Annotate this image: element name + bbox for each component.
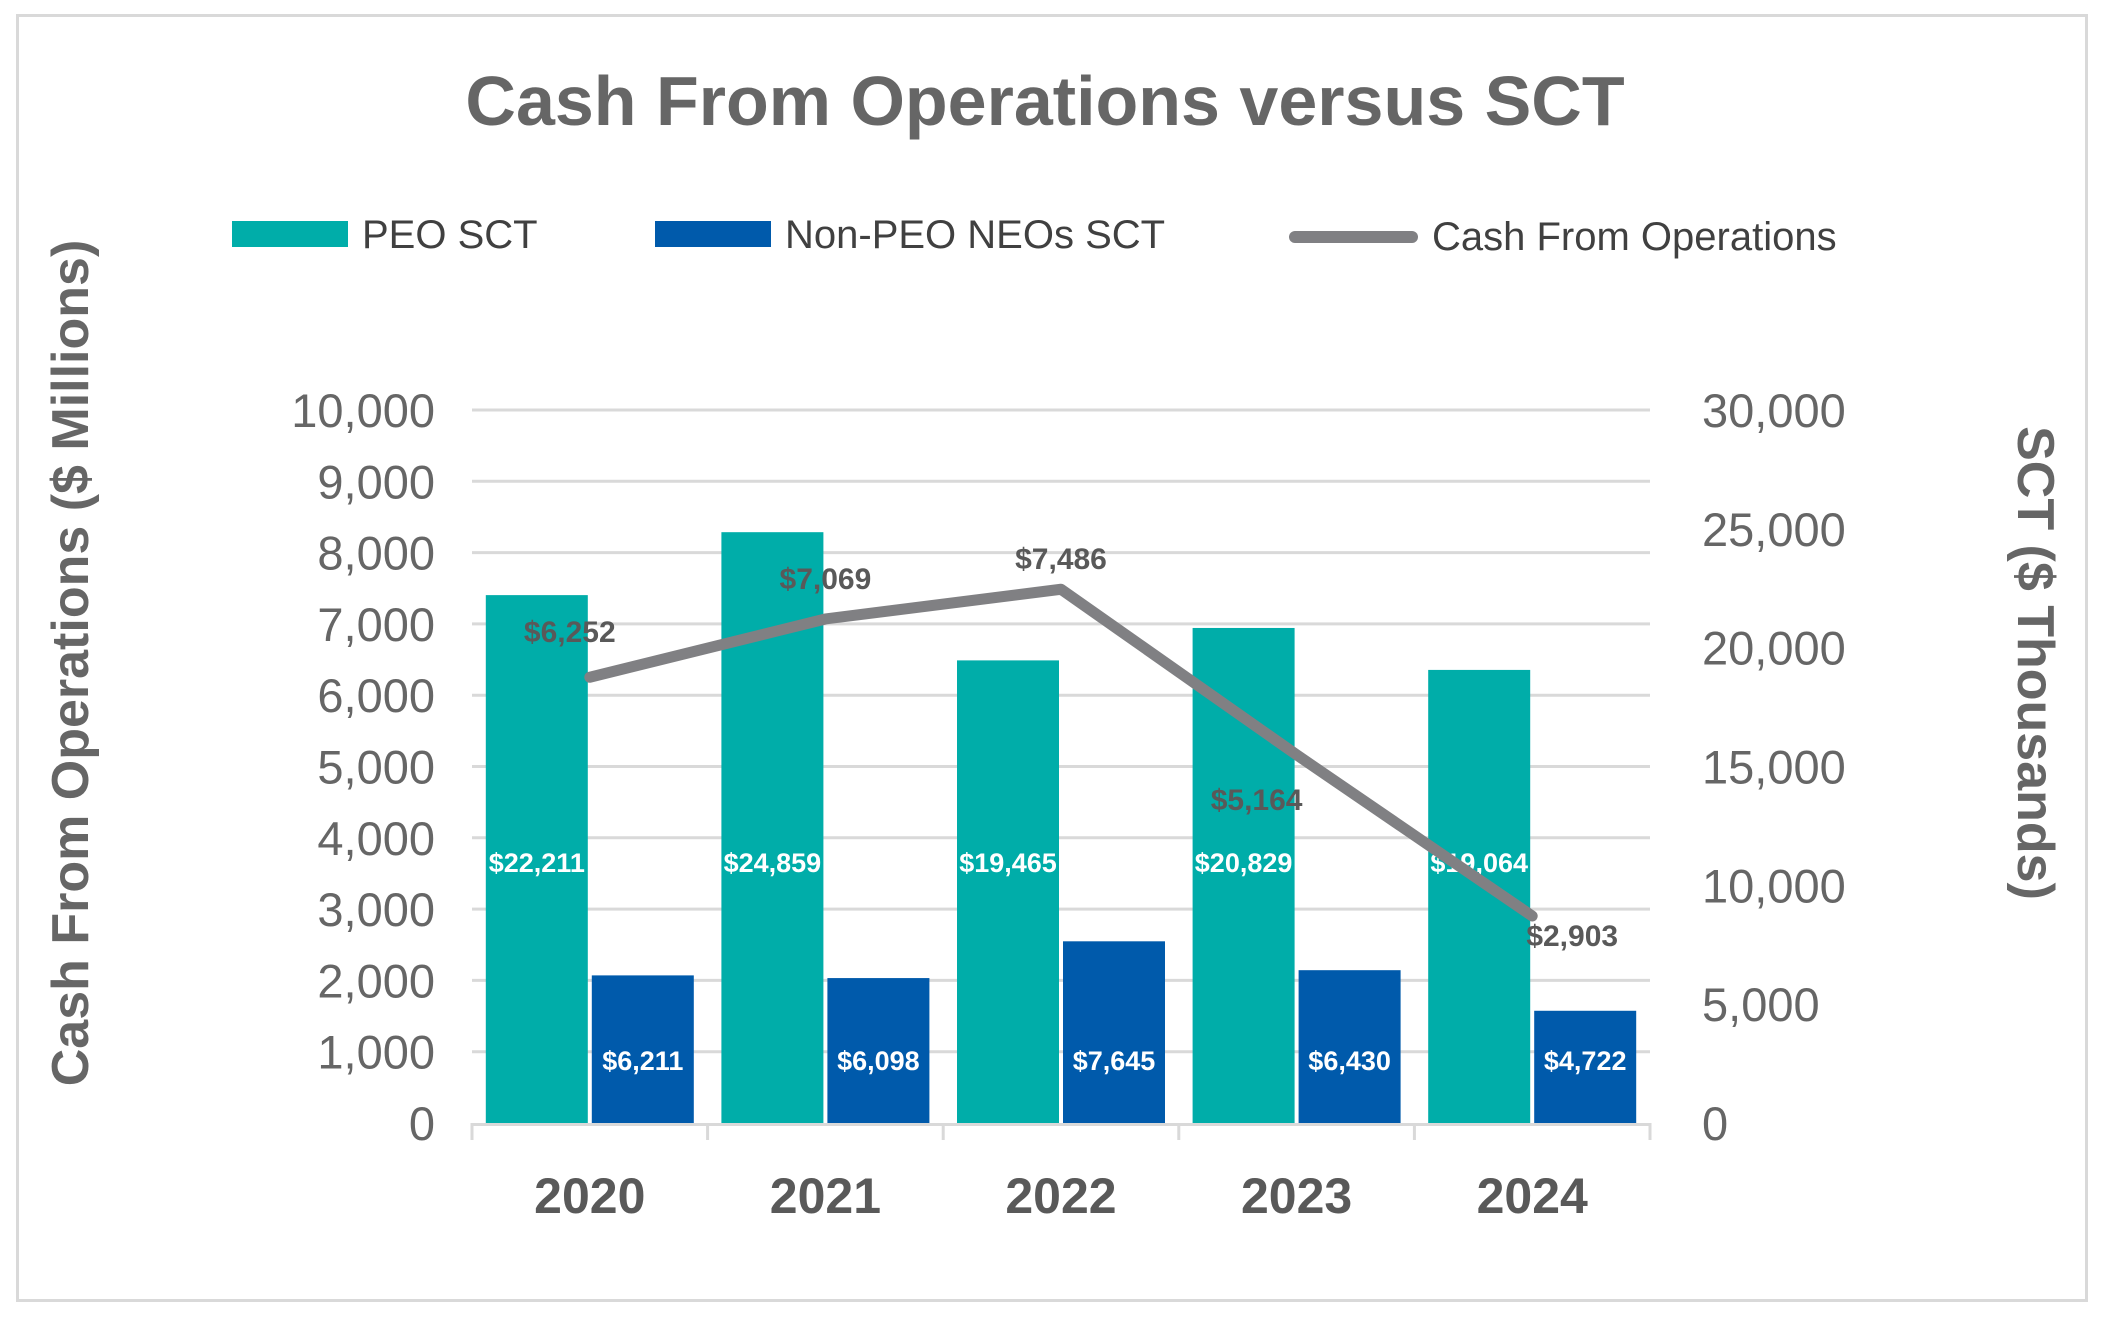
bar-label-peo-sct: $20,829 [1195,848,1293,878]
bar-peo-sct [957,660,1059,1123]
line-label-cash-from-operations: $7,069 [780,563,872,596]
y-tick-label: 7,000 [317,598,435,651]
y-tick-label: 6,000 [317,669,435,722]
bar-label-non-peo-sct: $6,211 [602,1046,683,1076]
legend-label-peo-sct: PEO SCT [362,213,538,257]
bar-label-non-peo-sct: $7,645 [1073,1046,1156,1076]
bar-label-non-peo-sct: $6,098 [837,1046,920,1076]
x-tick-label: 2022 [1005,1168,1116,1224]
bar-non-peo-sct [827,978,930,1123]
line-cash-from-operations [584,583,1538,922]
bar-non-peo-sct [1063,941,1165,1123]
legend-label-non-peo-sct: Non-PEO NEOs SCT [785,213,1165,257]
y2-tick-label: 10,000 [1702,859,1846,912]
bar-non-peo-sct [1298,970,1401,1123]
y-axis-title: Cash From Operations ($ Millions) [42,240,100,1087]
legend-swatch-non-peo-sct [655,221,771,247]
y2-tick-label: 0 [1702,1097,1728,1150]
bar-label-non-peo-sct: $6,430 [1308,1046,1391,1076]
x-tick-label: 2021 [770,1168,881,1224]
bar-label-non-peo-sct: $4,722 [1544,1046,1627,1076]
bar-label-peo-sct: $24,859 [724,848,822,878]
x-tick-label: 2020 [534,1168,645,1224]
y-tick-label: 4,000 [317,812,435,865]
bar-non-peo-sct [1534,1010,1637,1123]
line-label-cash-from-operations: $5,164 [1211,784,1303,817]
y2-tick-label: 30,000 [1702,384,1846,437]
y-tick-label: 5,000 [317,741,435,794]
y2-tick-label: 20,000 [1702,622,1846,675]
bar-label-peo-sct: $19,465 [959,848,1057,878]
bar-label-peo-sct: $22,211 [489,848,585,878]
line-label-cash-from-operations: $2,903 [1526,920,1618,953]
line-label-cash-from-operations: $6,252 [524,616,616,649]
chart-title: Cash From Operations versus SCT [465,62,1624,140]
legend-swatch-peo-sct [232,221,348,247]
y-tick-label: 1,000 [317,1026,435,1079]
bar-peo-sct [1192,627,1295,1123]
y2-tick-label: 5,000 [1702,978,1820,1031]
bar-peo-sct [485,595,588,1123]
y-tick-label: 9,000 [317,455,435,508]
x-tick-label: 2024 [1477,1168,1588,1224]
y-tick-label: 0 [409,1097,435,1150]
legend-label-cash-from-operations: Cash From Operations [1432,215,1837,259]
bar-non-peo-sct [591,975,694,1123]
y-tick-label: 8,000 [317,527,435,580]
line-label-cash-from-operations: $7,486 [1015,543,1107,576]
y2-tick-label: 25,000 [1702,503,1846,556]
y-tick-label: 10,000 [291,384,435,437]
y-tick-label: 2,000 [317,954,435,1007]
y2-tick-label: 15,000 [1702,741,1846,794]
x-tick-label: 2023 [1241,1168,1352,1224]
y-tick-label: 3,000 [317,883,435,936]
y2-axis-title: SCT ($ Thousands) [2006,426,2064,900]
bar-peo-sct [1428,669,1531,1123]
